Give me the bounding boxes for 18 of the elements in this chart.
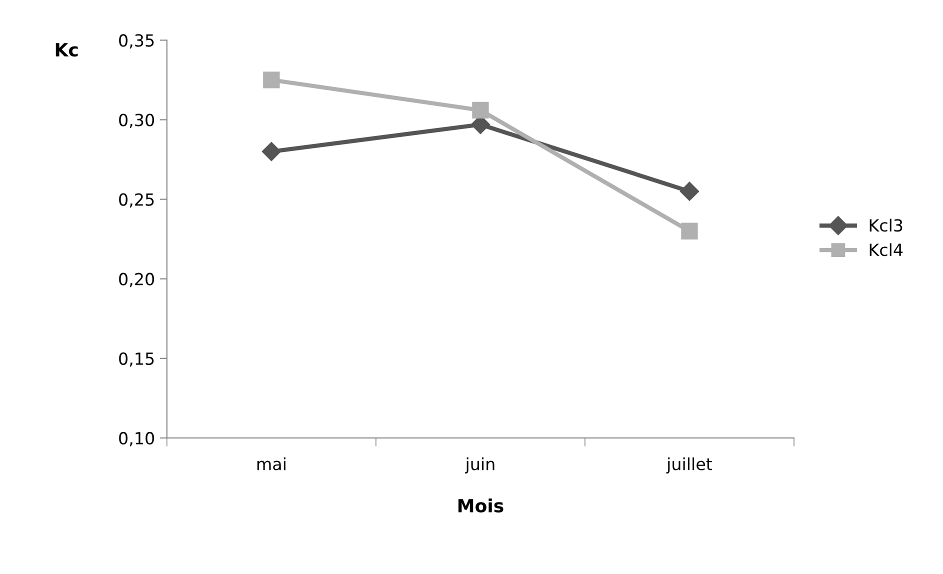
- point: [681, 222, 698, 240]
- y-axis-title: Kc: [56, 43, 78, 57]
- x-tick-label: juin: [464, 457, 494, 474]
- point: [680, 182, 700, 201]
- y-tick-label: 0,20: [119, 272, 154, 288]
- y-tick-label: 0,35: [119, 34, 154, 48]
- y-tick-label: 0,30: [119, 114, 154, 128]
- x-axis-title: Mois: [458, 498, 504, 513]
- point: [263, 72, 280, 88]
- legend-label: Kcl4: [870, 243, 903, 256]
- point: [262, 142, 281, 162]
- x-tick-label: juillet: [666, 457, 712, 474]
- y-tick-label: 0,25: [119, 193, 154, 208]
- y-tick-label: 0,10: [119, 432, 154, 446]
- point: [472, 102, 489, 119]
- x-tick-label: mai: [257, 457, 286, 470]
- legend-label: Kcl3: [870, 218, 902, 232]
- y-tick-label: 0,15: [119, 352, 154, 367]
